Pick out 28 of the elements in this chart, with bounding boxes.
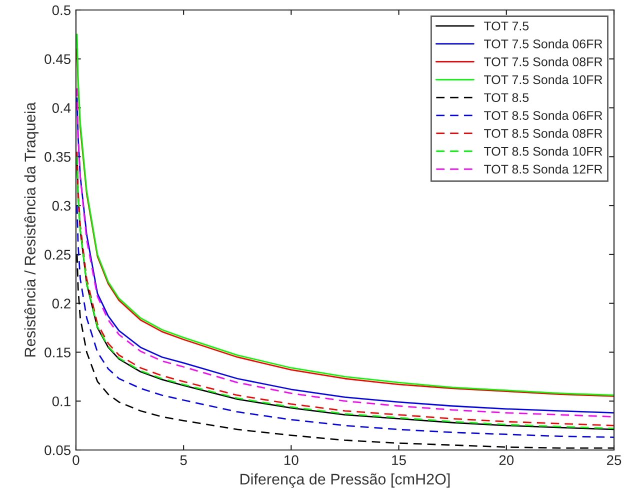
legend-label: TOT 7.5 [484,22,529,30]
legend-label: TOT 8.5 Sonda 08FR [484,128,602,138]
x-axis-title: Diferença de Pressão [cmH2O] [240,473,450,488]
legend-label: TOT 7.5 Sonda 06FR [484,39,602,48]
y-tick-label: 0.05 [44,445,71,456]
x-tick-label: 15 [392,455,406,466]
x-tick-label: 25 [606,455,622,466]
y-tick-label: 0.35 [44,152,71,162]
line-series [76,204,614,438]
x-tick-label: 5 [180,455,187,466]
y-tick-label: 0.3 [52,200,70,211]
y-tick-label: 0.15 [44,348,71,358]
legend-label: TOT 8.5 [484,93,529,102]
legend-label: TOT 7.5 Sonda 08FR [484,57,602,66]
x-tick-label: 10 [284,455,298,466]
y-tick-label: 0.4 [52,103,71,113]
y-tick-label: 0.45 [44,54,71,64]
y-axis-title: Resistência / Resistência da Traqueia [24,102,39,357]
y-tick-label: 0.25 [44,250,71,260]
x-tick-label: 0 [72,455,80,466]
y-tick-label: 0.1 [52,396,70,406]
legend-label: TOT 8.5 Sonda 12FR [484,164,602,174]
x-tick-label: 20 [499,455,514,466]
legend-label: TOT 7.5 Sonda 10FR [484,74,602,84]
y-tick-label: 0.2 [52,298,70,309]
y-tick-label: 0.5 [52,5,71,16]
legend-label: TOT 8.5 Sonda 06FR [484,110,602,120]
legend-label: TOT 8.5 Sonda 10FR [484,146,602,156]
